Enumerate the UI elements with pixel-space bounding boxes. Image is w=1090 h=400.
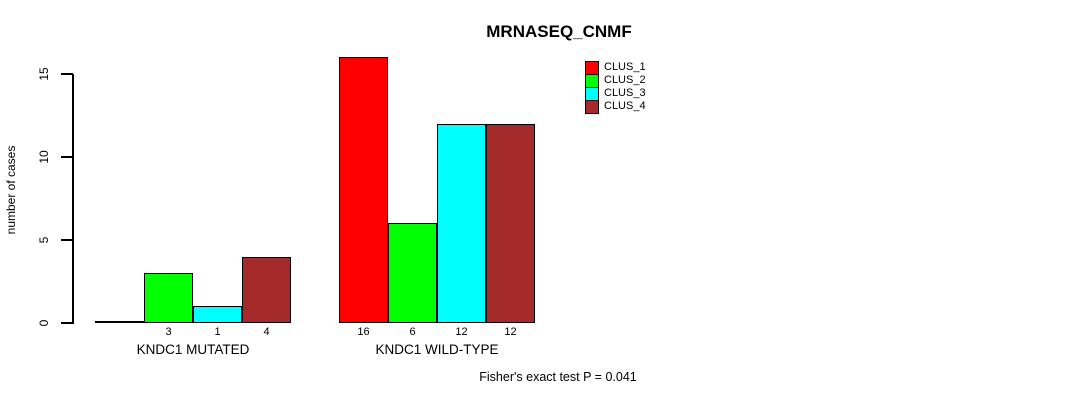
bar-CLUS_3 bbox=[437, 124, 486, 323]
chart-title: MRNASEQ_CNMF bbox=[486, 22, 632, 41]
y-axis-tick bbox=[61, 73, 73, 75]
bar-CLUS_4 bbox=[486, 124, 535, 323]
legend-item-CLUS_2: CLUS_2 bbox=[585, 73, 646, 88]
legend-swatch-icon bbox=[585, 73, 599, 88]
bar-value-label: 6 bbox=[409, 326, 416, 338]
y-axis-tick-label: 15 bbox=[37, 67, 51, 81]
group-label: KNDC1 MUTATED bbox=[136, 342, 250, 357]
bar-value-label: 1 bbox=[214, 326, 221, 338]
bar-CLUS_4 bbox=[242, 257, 291, 323]
y-axis-tick bbox=[61, 239, 73, 241]
bar-value-label: 12 bbox=[504, 326, 517, 338]
y-axis-tick-label: 0 bbox=[37, 319, 51, 327]
bar-value-label: 3 bbox=[165, 326, 172, 338]
group-label: KNDC1 WILD-TYPE bbox=[375, 342, 499, 357]
y-axis-label: number of cases bbox=[4, 145, 18, 235]
y-axis-tick bbox=[61, 156, 73, 158]
legend-label: CLUS_2 bbox=[604, 74, 646, 86]
y-axis-line bbox=[72, 74, 74, 324]
legend-swatch-icon bbox=[585, 60, 599, 75]
legend-item-CLUS_1: CLUS_1 bbox=[585, 60, 646, 75]
bar-CLUS_2 bbox=[144, 273, 193, 323]
y-axis-tick-label: 5 bbox=[37, 236, 51, 244]
legend-label: CLUS_1 bbox=[604, 61, 646, 73]
bar-value-label: 12 bbox=[455, 326, 468, 338]
bar-CLUS_1 bbox=[339, 57, 388, 323]
y-axis-tick-label: 10 bbox=[37, 150, 51, 164]
legend-item-CLUS_3: CLUS_3 bbox=[585, 86, 646, 101]
bar-CLUS_2 bbox=[388, 223, 437, 323]
footnote-fisher-test: Fisher's exact test P = 0.041 bbox=[479, 370, 637, 384]
y-axis-tick bbox=[61, 322, 73, 324]
bar-value-label: 4 bbox=[263, 326, 270, 338]
legend-item-CLUS_4: CLUS_4 bbox=[585, 99, 646, 114]
legend-swatch-icon bbox=[585, 99, 599, 114]
bar-value-label: 16 bbox=[357, 326, 370, 338]
legend-label: CLUS_4 bbox=[604, 100, 646, 112]
legend-label: CLUS_3 bbox=[604, 87, 646, 99]
bar-CLUS_3 bbox=[193, 306, 242, 323]
legend-swatch-icon bbox=[585, 86, 599, 101]
bar-CLUS_1 bbox=[95, 321, 144, 323]
legend: CLUS_1 CLUS_2 CLUS_3 CLUS_4 bbox=[585, 60, 646, 114]
